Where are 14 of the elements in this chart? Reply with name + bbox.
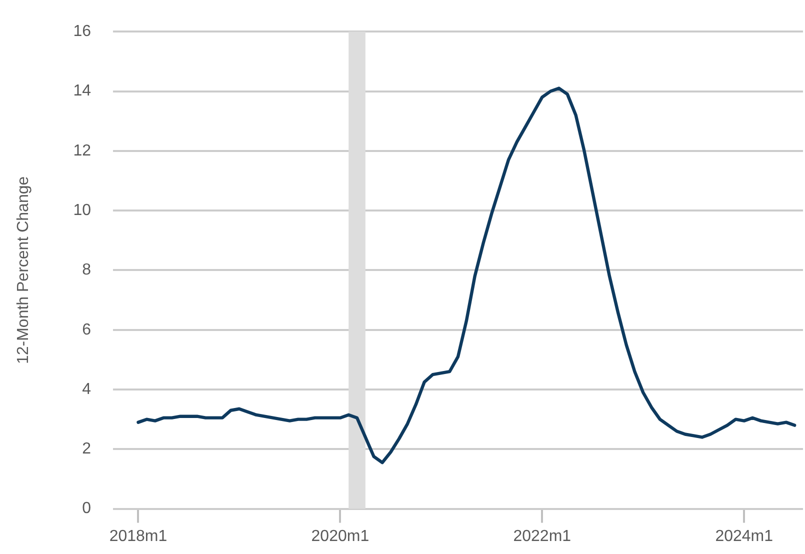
y-tick-label: 8: [82, 262, 92, 279]
x-tick-label: 2024m1: [715, 528, 774, 545]
x-tick-label: 2018m1: [109, 528, 168, 545]
y-tick-label: 12: [73, 142, 92, 160]
y-tick-label: 6: [82, 321, 92, 338]
y-tick-label: 2: [82, 440, 92, 458]
y-tick-label: 14: [73, 82, 92, 100]
y-tick-label: 0: [82, 500, 92, 518]
y-tick-label: 10: [73, 202, 92, 219]
x-tick-label: 2020m1: [311, 528, 370, 545]
x-tick-label: 2022m1: [513, 528, 572, 545]
y-axis-title: 12-Month Percent Change: [15, 176, 32, 364]
y-tick-label: 4: [82, 380, 92, 398]
y-tick-label: 16: [73, 23, 92, 40]
